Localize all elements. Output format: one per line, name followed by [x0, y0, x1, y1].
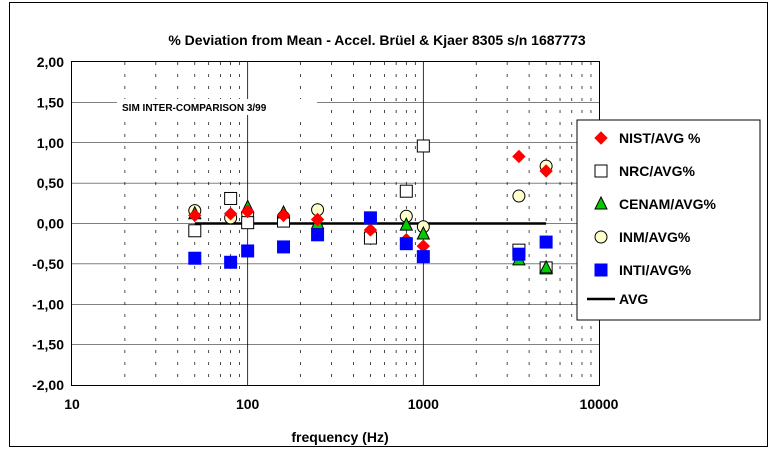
- nrc-avg-point: [399, 184, 413, 198]
- inti-avg-point: [512, 247, 526, 261]
- legend-label: INM/AVG%: [619, 229, 691, 245]
- nist-avg-point: [363, 223, 378, 237]
- legend-label: INTI/AVG%: [619, 262, 692, 278]
- y-tick-label: 0,50: [37, 175, 64, 191]
- legend-marker: [594, 230, 608, 244]
- inti-avg-point: [539, 235, 553, 249]
- legend-marker: [594, 131, 608, 145]
- inti-avg-point: [363, 211, 377, 225]
- x-tick-label: 100: [236, 396, 260, 412]
- annotation-text: SIM INTER-COMPARISON 3/99: [122, 103, 267, 114]
- x-tick-label: 10000: [580, 396, 619, 412]
- inti-avg-point: [416, 250, 430, 264]
- y-tick-label: -1,00: [32, 296, 64, 312]
- inti-avg-point: [188, 251, 202, 265]
- legend-label: NRC/AVG%: [619, 163, 696, 179]
- y-tick-label: 2,00: [37, 54, 64, 70]
- nist-avg-point: [276, 208, 291, 223]
- nrc-avg-point: [224, 191, 238, 205]
- y-tick-label: 1,00: [37, 135, 64, 151]
- cenam-avg-point: [539, 259, 553, 274]
- legend: NIST/AVG % NRC/AVG% CENAM/AVG% INM/AVG% INTI…: [576, 119, 761, 321]
- y-tick-label: -1,50: [32, 337, 64, 353]
- inm-avg-point: [512, 189, 526, 203]
- inti-avg-point: [241, 244, 255, 258]
- legend-box: [576, 119, 761, 321]
- series-layer: [187, 139, 553, 275]
- chart-border: [9, 2, 768, 447]
- nist-avg-point: [223, 207, 238, 221]
- legend-marker: [594, 195, 608, 210]
- x-tick-label: 1000: [408, 396, 439, 412]
- nist-avg-point: [539, 164, 553, 178]
- legend-marker: [594, 263, 608, 277]
- cenam-avg-point: [399, 216, 414, 231]
- y-tick-label: 1,50: [37, 94, 64, 110]
- annotation-background: [117, 99, 317, 115]
- chart-title: % Deviation from Mean - Accel. Brüel & K…: [168, 32, 586, 48]
- cenam-avg-point: [416, 225, 431, 240]
- nrc-avg-point: [241, 216, 255, 230]
- nrc-avg-point: [188, 224, 202, 238]
- x-axis-label: frequency (Hz): [291, 429, 388, 445]
- nist-avg-point: [240, 204, 255, 219]
- axes: 2,00 1,50 1,00 0,50 0,00 -0,50 -1,00 -1,50 -2,00…: [32, 54, 619, 412]
- nrc-avg-point: [416, 139, 430, 153]
- x-tick-label: 10: [64, 396, 80, 412]
- legend-marker: [594, 164, 608, 178]
- nist-avg-point: [512, 149, 526, 164]
- inti-avg-point: [399, 237, 413, 251]
- inti-avg-point: [277, 240, 291, 254]
- nist-avg-point: [310, 212, 325, 227]
- legend-label: NIST/AVG %: [619, 130, 701, 146]
- y-tick-label: 0,00: [37, 216, 64, 232]
- legend-label: AVG: [619, 291, 648, 307]
- inti-avg-point: [311, 228, 325, 242]
- y-tick-label: -2,00: [32, 377, 64, 393]
- y-tick-label: -0,50: [32, 256, 64, 272]
- inti-avg-point: [224, 255, 238, 269]
- nist-avg-point: [188, 208, 202, 223]
- legend-label: CENAM/AVG%: [619, 196, 717, 212]
